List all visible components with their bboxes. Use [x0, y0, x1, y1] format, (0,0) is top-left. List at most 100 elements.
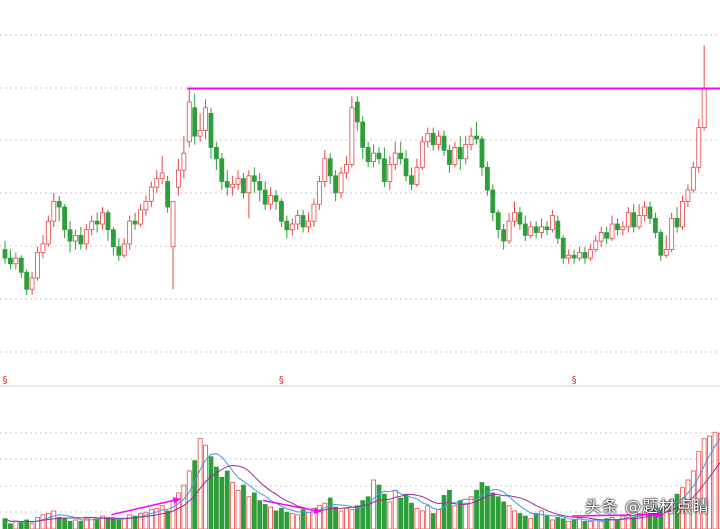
- volume-bar-33: [181, 484, 187, 529]
- candle-body-61: [333, 175, 339, 194]
- volume-bar-117: [636, 513, 642, 529]
- volume-bar-9: [51, 510, 57, 529]
- volume-bar-132: [718, 433, 720, 529]
- candle-body-129: [701, 87, 707, 129]
- volume-bar-47: [257, 500, 263, 529]
- candle-body-91: [495, 212, 501, 231]
- candle-body-107: [582, 251, 588, 259]
- candle-body-88: [479, 138, 485, 168]
- volume-bar-53: [289, 513, 295, 529]
- candle-body-59: [322, 158, 328, 182]
- volume-bar-79: [430, 513, 436, 529]
- volume-bar-6: [35, 516, 40, 529]
- volume-bar-5: [29, 523, 35, 529]
- volume-bar-99: [539, 510, 544, 529]
- annotation-arrow-line-2: [572, 513, 663, 517]
- candle-body-108: [587, 249, 593, 259]
- candle-body-34: [186, 101, 192, 143]
- candle-body-37: [203, 107, 208, 131]
- candle-body-43: [235, 178, 241, 185]
- candle-body-58: [316, 181, 322, 205]
- candle-body-106: [577, 251, 582, 259]
- candle-body-35: [192, 107, 198, 137]
- volume-bar-52: [284, 511, 290, 529]
- candle-body-87: [474, 135, 479, 140]
- candle-body-70: [381, 158, 387, 182]
- volume-bar-71: [387, 501, 393, 529]
- volume-bar-85: [463, 502, 469, 529]
- event-marker-2: §: [572, 375, 577, 386]
- annotation-arrow-line-1: [263, 499, 322, 513]
- volume-bar-65: [354, 505, 360, 529]
- volume-bar-35: [192, 460, 198, 529]
- candle-body-33: [181, 152, 187, 171]
- candle-body-105: [571, 254, 577, 259]
- candle-body-1: [8, 257, 13, 265]
- candle-body-7: [40, 243, 46, 253]
- candle-body-56: [306, 220, 311, 228]
- volume-bar-7: [40, 514, 46, 529]
- candle-body-126: [685, 189, 691, 202]
- candle-body-17: [94, 220, 100, 225]
- candle-body-114: [620, 226, 626, 231]
- volume-bar-20: [111, 518, 116, 529]
- volume-bar-1: [8, 523, 13, 529]
- volume-bar-102: [555, 516, 561, 529]
- candle-body-30: [165, 181, 171, 208]
- candle-body-90: [490, 189, 496, 214]
- volume-bar-49: [268, 506, 273, 529]
- candle-body-20: [111, 229, 116, 248]
- candle-body-28: [154, 178, 160, 188]
- volume-bar-96: [522, 515, 528, 529]
- volume-bar-109: [593, 519, 599, 529]
- volume-bar-22: [121, 518, 127, 529]
- candle-body-31: [170, 200, 176, 248]
- volume-bar-10: [56, 516, 62, 529]
- volume-bar-21: [116, 519, 122, 529]
- volume-bar-30: [165, 510, 171, 529]
- candle-body-9: [51, 200, 57, 222]
- candle-body-125: [680, 200, 685, 228]
- candle-body-92: [501, 229, 507, 242]
- candle-body-84: [457, 147, 463, 160]
- volume-bar-48: [262, 504, 268, 529]
- volume-bar-14: [78, 520, 84, 529]
- candle-body-83: [452, 147, 458, 165]
- volume-bar-103: [560, 518, 566, 529]
- candle-body-55: [300, 215, 306, 228]
- volume-bar-92: [501, 501, 507, 529]
- volume-bar-55: [300, 509, 306, 529]
- candle-body-62: [338, 172, 344, 194]
- candle-body-86: [468, 135, 474, 146]
- candle-body-23: [127, 220, 133, 245]
- candle-body-128: [696, 127, 702, 168]
- candle-body-80: [436, 135, 442, 146]
- volume-bar-82: [447, 489, 452, 529]
- candle-body-123: [669, 217, 675, 250]
- volume-bar-61: [333, 506, 339, 529]
- volume-bar-93: [506, 505, 512, 529]
- candle-body-110: [598, 232, 604, 242]
- candle-body-49: [268, 195, 273, 205]
- volume-bar-44: [241, 484, 246, 529]
- candle-body-36: [197, 130, 203, 137]
- candle-body-27: [148, 186, 154, 202]
- candle-body-29: [159, 172, 165, 180]
- volume-bar-12: [67, 520, 73, 529]
- candle-body-76: [414, 166, 420, 185]
- candle-body-99: [539, 226, 544, 233]
- candle-body-102: [555, 220, 561, 239]
- volume-bar-59: [322, 502, 328, 529]
- candle-body-69: [376, 152, 382, 160]
- volume-bar-37: [203, 444, 208, 529]
- candle-body-44: [241, 178, 246, 194]
- candle-body-45: [246, 175, 252, 194]
- candle-body-66: [360, 121, 366, 148]
- candle-body-47: [257, 181, 263, 191]
- volume-bar-98: [533, 513, 539, 529]
- volume-bar-54: [295, 514, 301, 529]
- volume-bar-101: [550, 519, 555, 529]
- annotation-arrow-head-0: [172, 497, 181, 504]
- candle-body-26: [143, 200, 149, 211]
- candle-body-53: [289, 223, 295, 231]
